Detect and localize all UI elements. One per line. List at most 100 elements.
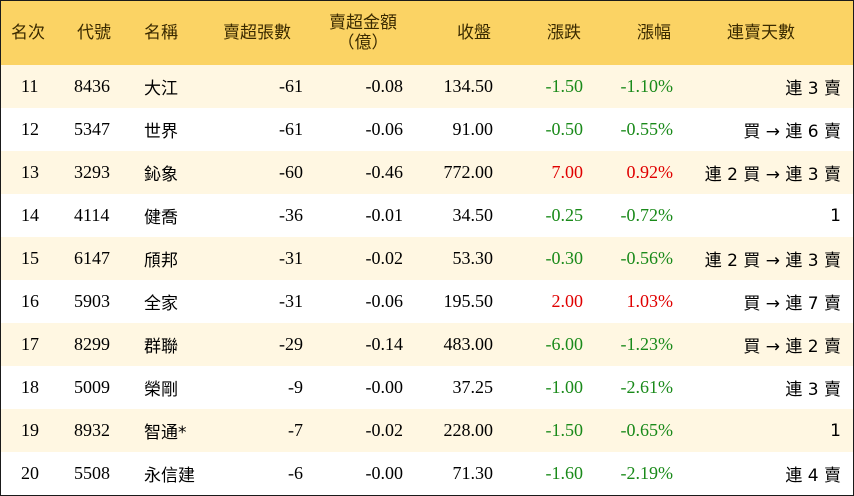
cell-pct: -2.61% bbox=[620, 377, 674, 397]
header-net-sell-amount-line2: （億） bbox=[337, 33, 389, 53]
cell-code: 8932 bbox=[74, 420, 110, 440]
table-row: 13 3293 鈊象 -60 -0.46 772.00 7.00 0.92% 連 2 買 → 連… bbox=[1, 151, 853, 194]
cell-pct: -0.56% bbox=[620, 248, 674, 268]
cell-rank: 20 bbox=[21, 463, 39, 483]
header-close: 收盤 bbox=[457, 23, 491, 43]
cell-rank: 13 bbox=[21, 162, 39, 182]
table-row: 11 8436 大江 -61 -0.08 134.50 -1.50 -1.10% 連 3 賣 bbox=[1, 65, 853, 108]
table-row: 20 5508 永信建 -6 -0.00 71.30 -1.60 -2.19% 連 4 賣 bbox=[1, 452, 853, 495]
cell-amount: -0.06 bbox=[365, 291, 404, 311]
header-pct-change: 漲幅 bbox=[637, 23, 671, 43]
cell-lots: -7 bbox=[288, 420, 303, 440]
cell-close: 483.00 bbox=[443, 334, 494, 354]
cell-streak: 連 3 賣 bbox=[785, 380, 841, 400]
table-row: 14 4114 健喬 -36 -0.01 34.50 -0.25 -0.72% 1 bbox=[1, 194, 853, 237]
cell-pct: -0.72% bbox=[620, 205, 674, 225]
cell-lots: -9 bbox=[288, 377, 303, 397]
cell-streak: 1 bbox=[830, 205, 841, 226]
cell-amount: -0.08 bbox=[365, 76, 404, 96]
cell-rank: 14 bbox=[21, 205, 39, 225]
header-change: 漲跌 bbox=[547, 23, 581, 43]
cell-change: 2.00 bbox=[551, 291, 584, 311]
cell-code: 3293 bbox=[74, 162, 110, 182]
header-net-sell-amount: 賣超金額 （億） bbox=[323, 1, 403, 65]
cell-name: 智通* bbox=[144, 423, 187, 443]
cell-change: -6.00 bbox=[545, 334, 584, 354]
cell-close: 134.50 bbox=[443, 76, 494, 96]
table-row: 18 5009 榮剛 -9 -0.00 37.25 -1.00 -2.61% 連 3 賣 bbox=[1, 366, 853, 409]
cell-name: 榮剛 bbox=[144, 380, 178, 400]
cell-streak: 買 → 連 7 賣 bbox=[743, 294, 841, 314]
cell-amount: -0.02 bbox=[365, 248, 404, 268]
cell-name: 大江 bbox=[144, 79, 178, 99]
cell-lots: -31 bbox=[279, 248, 303, 268]
cell-lots: -31 bbox=[279, 291, 303, 311]
header-rank: 名次 bbox=[11, 23, 45, 43]
table-row: 16 5903 全家 -31 -0.06 195.50 2.00 1.03% 買 → 連 7 賣 bbox=[1, 280, 853, 323]
cell-code: 6147 bbox=[74, 248, 110, 268]
cell-pct: -2.19% bbox=[620, 463, 674, 483]
cell-rank: 15 bbox=[21, 248, 39, 268]
cell-code: 4114 bbox=[74, 205, 110, 225]
cell-change: 7.00 bbox=[551, 162, 584, 182]
cell-code: 5903 bbox=[74, 291, 110, 311]
cell-rank: 12 bbox=[21, 119, 39, 139]
cell-rank: 17 bbox=[21, 334, 39, 354]
cell-streak: 連 2 買 → 連 3 賣 bbox=[704, 251, 841, 271]
header-streak: 連賣天數 bbox=[727, 23, 795, 43]
cell-change: -1.50 bbox=[545, 76, 584, 96]
cell-name: 健喬 bbox=[144, 208, 178, 228]
cell-name: 全家 bbox=[144, 294, 178, 314]
cell-amount: -0.14 bbox=[365, 334, 404, 354]
cell-code: 8299 bbox=[74, 334, 110, 354]
cell-amount: -0.46 bbox=[365, 162, 404, 182]
cell-streak: 1 bbox=[830, 420, 841, 441]
cell-close: 195.50 bbox=[443, 291, 494, 311]
cell-rank: 18 bbox=[21, 377, 39, 397]
cell-pct: 0.92% bbox=[626, 162, 674, 182]
cell-change: -0.25 bbox=[545, 205, 584, 225]
cell-pct: -0.55% bbox=[620, 119, 674, 139]
cell-amount: -0.06 bbox=[365, 119, 404, 139]
cell-name: 永信建 bbox=[144, 466, 195, 486]
cell-code: 8436 bbox=[74, 76, 110, 96]
cell-close: 772.00 bbox=[443, 162, 494, 182]
cell-code: 5347 bbox=[74, 119, 110, 139]
cell-rank: 16 bbox=[21, 291, 39, 311]
cell-close: 71.30 bbox=[452, 463, 494, 483]
cell-rank: 19 bbox=[21, 420, 39, 440]
cell-rank: 11 bbox=[21, 76, 39, 96]
cell-close: 53.30 bbox=[452, 248, 494, 268]
cell-change: -0.50 bbox=[545, 119, 584, 139]
cell-amount: -0.02 bbox=[365, 420, 404, 440]
cell-name: 鈊象 bbox=[144, 165, 178, 185]
cell-lots: -6 bbox=[288, 463, 303, 483]
header-name: 名稱 bbox=[144, 23, 178, 43]
header-code: 代號 bbox=[77, 23, 111, 43]
cell-close: 37.25 bbox=[452, 377, 494, 397]
table-row: 17 8299 群聯 -29 -0.14 483.00 -6.00 -1.23% 買 → 連 2… bbox=[1, 323, 853, 366]
cell-code: 5508 bbox=[74, 463, 110, 483]
table-header: 名次 代號 名稱 賣超張數 賣超金額 （億） 收盤 漲跌 漲幅 連賣天數 bbox=[1, 1, 853, 66]
cell-lots: -29 bbox=[279, 334, 303, 354]
cell-pct: -1.23% bbox=[620, 334, 674, 354]
cell-lots: -36 bbox=[279, 205, 303, 225]
cell-lots: -61 bbox=[279, 119, 303, 139]
cell-amount: -0.00 bbox=[365, 377, 404, 397]
cell-change: -0.30 bbox=[545, 248, 584, 268]
cell-lots: -61 bbox=[279, 76, 303, 96]
cell-streak: 連 3 賣 bbox=[785, 79, 841, 99]
cell-code: 5009 bbox=[74, 377, 110, 397]
cell-amount: -0.01 bbox=[365, 205, 404, 225]
cell-change: -1.00 bbox=[545, 377, 584, 397]
cell-lots: -60 bbox=[279, 162, 303, 182]
table-row: 12 5347 世界 -61 -0.06 91.00 -0.50 -0.55% 買 → 連 6 … bbox=[1, 108, 853, 151]
cell-amount: -0.00 bbox=[365, 463, 404, 483]
header-net-sell-lots: 賣超張數 bbox=[223, 23, 291, 43]
table-row: 15 6147 頎邦 -31 -0.02 53.30 -0.30 -0.56% 連 2 買 → … bbox=[1, 237, 853, 280]
cell-close: 34.50 bbox=[452, 205, 494, 225]
cell-change: -1.60 bbox=[545, 463, 584, 483]
cell-name: 群聯 bbox=[144, 337, 178, 357]
cell-close: 91.00 bbox=[452, 119, 494, 139]
